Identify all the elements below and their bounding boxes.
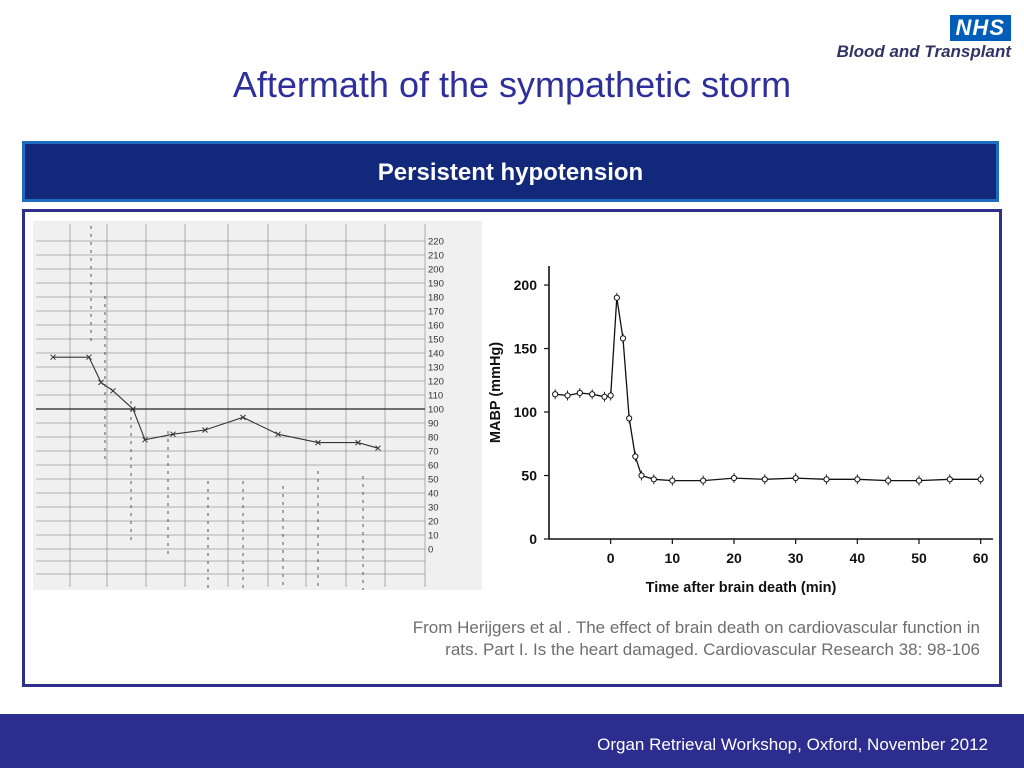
footer-bar: Organ Retrieval Workshop, Oxford, Novemb… <box>0 714 1024 768</box>
chart-right-x-tick-label: 30 <box>788 550 804 566</box>
citation-line-2: rats. Part I. Is the heart damaged. Card… <box>445 640 980 659</box>
chart-left-tick-label: 200 <box>428 265 444 276</box>
chart-left-tick-label: 80 <box>428 433 439 444</box>
chart-right-point <box>885 477 892 484</box>
chart-left-tick-label: 180 <box>428 293 444 304</box>
chart-right-point <box>601 393 608 400</box>
chart-left-tick-label: 30 <box>428 503 439 514</box>
chart-right-point <box>619 335 627 342</box>
chart-right-point <box>564 392 571 399</box>
chart-right-point <box>823 476 830 483</box>
chart-left-point <box>86 354 92 361</box>
chart-left-tick-label: 0 <box>428 545 433 556</box>
chart-right-y-tick-label: 50 <box>521 468 537 484</box>
chart-right-point <box>854 476 861 483</box>
chart-left-point <box>275 431 281 438</box>
chart-left-point <box>142 436 148 443</box>
chart-right-x-tick-label: 0 <box>607 550 615 566</box>
chart-left-tick-label: 50 <box>428 475 439 486</box>
chart-right-point <box>761 476 768 483</box>
chart-left-tick-label: 140 <box>428 349 444 360</box>
chart-left-tick-label: 90 <box>428 419 439 430</box>
chart-left-tick-label: 20 <box>428 517 439 528</box>
citation-line-1: From Herijgers et al . The effect of bra… <box>412 618 980 637</box>
footer-text: Organ Retrieval Workshop, Oxford, Novemb… <box>597 735 988 754</box>
chart-left-tick-label: 220 <box>428 237 444 248</box>
chart-left-grid-recording: 0 10 20 30 40 50 60 70 80 90 100 110 120 130 140 150 160… <box>33 221 482 590</box>
chart-right-point <box>792 474 799 482</box>
chart-right-point <box>977 476 984 483</box>
chart-right-y-tick-label: 150 <box>514 341 538 357</box>
chart-right-point <box>589 391 596 398</box>
nhs-logo-mark: NHS <box>949 15 1011 41</box>
chart-left-tick-label: 190 <box>428 279 444 290</box>
chart-right-x-tick-label: 40 <box>850 550 866 566</box>
chart-left-point <box>110 387 116 394</box>
chart-left-point <box>240 414 246 421</box>
chart-left-point <box>202 427 208 433</box>
chart-right-x-axis-label: Time after brain death (min) <box>646 580 837 596</box>
chart-right-x-tick-label: 10 <box>665 550 681 566</box>
chart-left-tick-label: 40 <box>428 489 439 500</box>
chart-left-point <box>170 431 176 438</box>
chart-left-tick-label: 110 <box>428 391 443 402</box>
slide-title: Aftermath of the sympathetic storm <box>232 64 792 105</box>
chart-left-tick-label: 210 <box>428 251 444 262</box>
chart-left-tick-label: 170 <box>428 307 444 318</box>
chart-right-point <box>626 415 633 422</box>
chart-left-point <box>315 439 321 446</box>
chart-left-tick-label: 130 <box>428 363 444 374</box>
chart-left-tick-label: 120 <box>428 377 444 388</box>
chart-right-point <box>730 474 738 482</box>
chart-right-mabp: 0 50 100 150 200 0 10 20 30 40 50 60 Time after brai… <box>488 266 993 596</box>
chart-right-x-tick-label: 20 <box>726 550 742 566</box>
chart-left-tick-label: 160 <box>428 321 444 332</box>
chart-left-point <box>50 354 56 361</box>
chart-left-point <box>355 439 361 446</box>
chart-right-point <box>638 472 645 479</box>
chart-right-point <box>552 391 559 398</box>
chart-right-y-axis-label: MABP (mmHg) <box>488 342 504 443</box>
chart-right-x-tick-label: 50 <box>911 550 927 566</box>
chart-left-tick-label: 150 <box>428 335 444 346</box>
chart-right-point <box>613 294 620 301</box>
chart-right-y-tick-label: 200 <box>514 277 538 293</box>
chart-left-tick-label: 100 <box>428 405 444 416</box>
section-banner: Persistent hypotension <box>22 141 999 202</box>
chart-left-tick-label: 10 <box>428 531 439 542</box>
chart-right-point <box>669 477 676 484</box>
nhs-logo: NHS Blood and Transplant <box>814 12 1014 62</box>
chart-right-series-line <box>555 297 981 482</box>
citation: From Herijgers et al . The effect of bra… <box>300 617 980 661</box>
chart-left-background <box>33 221 482 590</box>
chart-left-tick-label: 60 <box>428 461 439 472</box>
chart-left-tick-label: 70 <box>428 447 439 458</box>
nhs-logo-subtitle: Blood and Transplant <box>836 42 1011 61</box>
chart-right-y-tick-label: 100 <box>514 404 538 420</box>
chart-right-point <box>700 477 707 484</box>
chart-right-point <box>632 453 639 460</box>
chart-right-point <box>576 389 583 397</box>
chart-right-point <box>946 476 953 483</box>
chart-right-x-tick-label: 60 <box>973 550 989 566</box>
chart-right-point <box>650 476 657 483</box>
chart-left-point <box>375 445 381 452</box>
chart-left-point <box>98 379 104 386</box>
chart-right-point <box>915 477 923 484</box>
chart-right-point <box>607 392 614 399</box>
chart-right-y-tick-label: 0 <box>529 531 537 547</box>
